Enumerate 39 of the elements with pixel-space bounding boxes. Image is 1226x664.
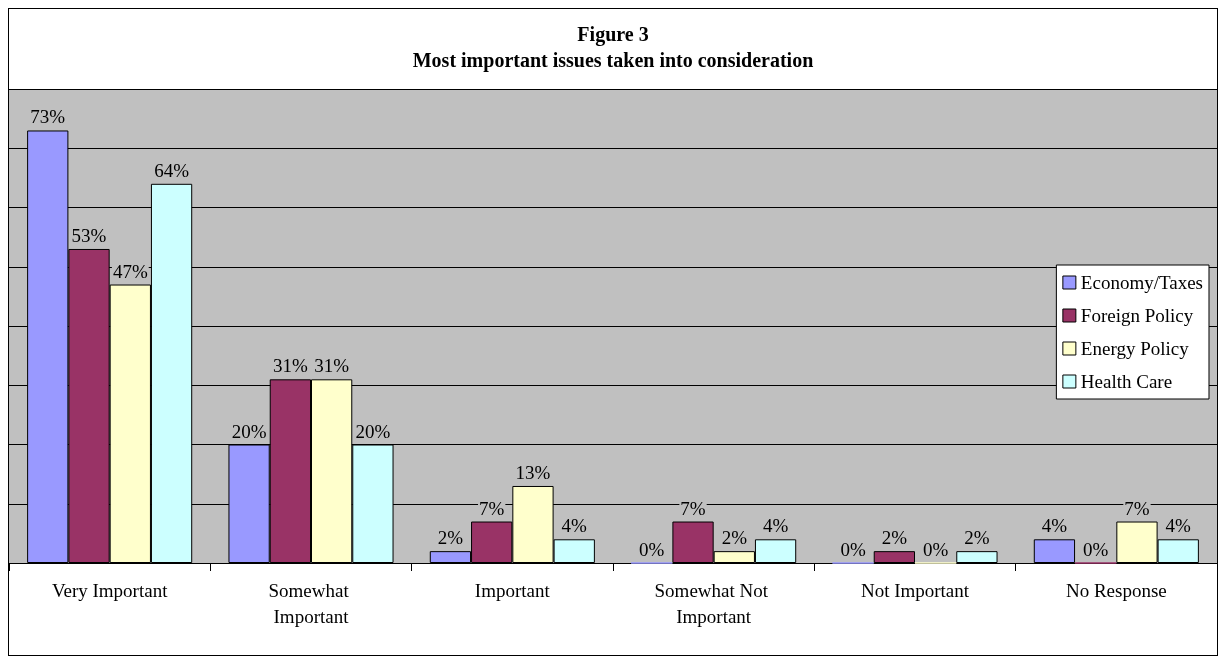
x-tick-label: Somewhat Important [268,579,354,627]
legend-label: Economy/Taxes [1080,272,1203,293]
data-label: 2% [437,527,464,549]
bar [956,551,998,563]
data-label: 2% [721,527,748,549]
legend-label: Energy Policy [1080,338,1190,359]
bar [873,551,915,563]
data-label: 31% [314,355,350,377]
data-label: 13% [515,461,551,483]
data-label: 0% [922,538,949,560]
data-label: 73% [30,106,66,128]
data-label: 2% [881,527,908,549]
data-label: 31% [272,355,308,377]
data-label: 7% [680,497,706,519]
x-tick-label: Somewhat Not Important [654,579,773,627]
data-label: 4% [1165,515,1192,537]
legend-label: Foreign Policy [1080,305,1194,326]
data-label: 0% [840,538,866,560]
data-label: 0% [1083,538,1109,560]
data-label: 7% [1124,497,1150,519]
data-label: 20% [231,420,267,442]
bar [1033,539,1076,563]
data-label: 0% [639,538,665,560]
data-label: 64% [154,159,190,181]
data-label: 4% [561,515,588,537]
data-label: 4% [762,515,789,537]
chart-title: Figure 3 [577,23,649,46]
data-label: 2% [964,527,990,549]
data-label: 7% [479,497,505,519]
x-tick-label: Not Important [860,579,970,601]
x-tick-label: Very Important [51,579,169,601]
legend-label: Health Care [1080,371,1173,392]
data-label: 20% [355,420,391,442]
x-tick-label: No Response [1065,579,1167,601]
data-label: 53% [71,224,107,246]
data-label: 47% [112,260,148,282]
x-tick-label: Important [474,579,551,601]
chart-subtitle: Most important issues taken into consideration [412,49,814,72]
data-label: 4% [1041,515,1068,537]
